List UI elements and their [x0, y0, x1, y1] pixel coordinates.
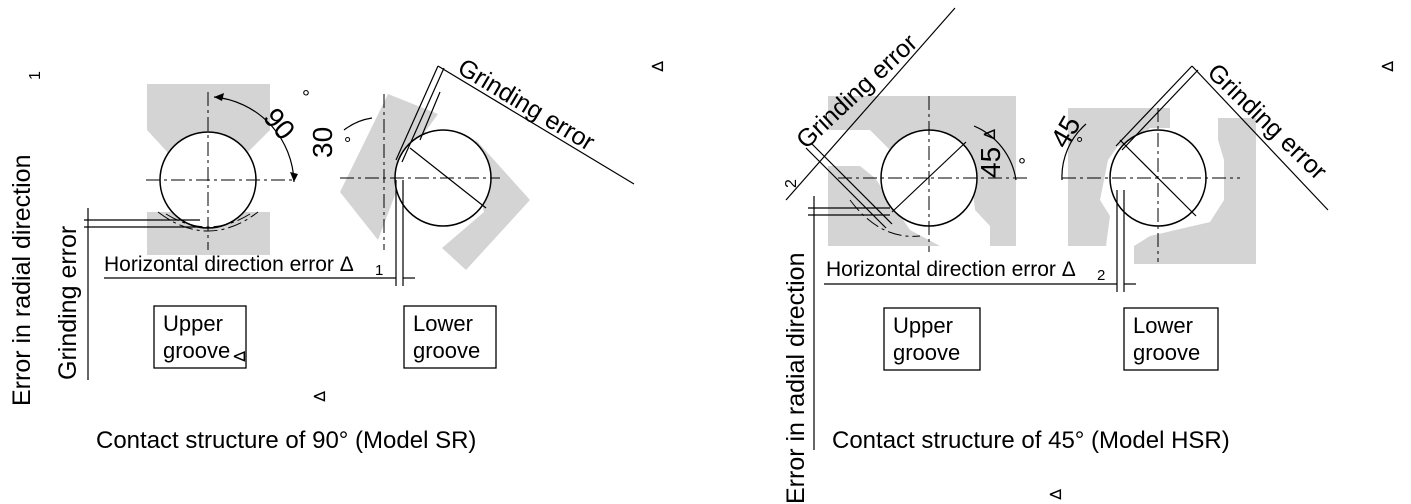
label-horizontal-error-left: Horizontal direction error Δ — [104, 253, 354, 276]
label-radial-error-num-left: 1 — [27, 71, 44, 80]
label-horizontal-error-sub-left: 1 — [375, 262, 383, 279]
grinding-leader-1-left — [395, 65, 439, 161]
label-grinding-error-vertical-left: Grinding error — [54, 226, 82, 380]
caption-right: Contact structure of 45° (Model HSR) — [832, 427, 1230, 454]
label-deg-45a: ° — [1018, 155, 1026, 177]
label-deg-90: ° — [302, 87, 310, 109]
label-radial-error-left: Error in radial direction — [8, 155, 36, 407]
arrow-head-90b — [290, 172, 298, 182]
grinding-leader-1-right — [811, 143, 893, 225]
grinding-error-line-right-right — [1191, 65, 1329, 211]
lower-groove-block-left — [340, 94, 530, 270]
grinding-leader-3-right — [1115, 65, 1193, 147]
upper-groove-box-right — [883, 307, 981, 371]
label-lower-groove-2-right: groove — [1133, 340, 1200, 365]
arc-45a — [973, 125, 1017, 181]
arrow-head-90a — [214, 93, 224, 101]
label-horizontal-error-sub-right: 2 — [1097, 267, 1105, 284]
diag-line-right-lower — [1119, 139, 1197, 217]
label-grinding-error-diag-left: Grinding error — [453, 53, 600, 156]
delta-mark-left-2: ⊲ — [232, 346, 247, 366]
label-radial-error-num-right: 2 — [783, 179, 800, 188]
left-diagram: 90 ° 30 ° Grinding error Horizontal dire… — [8, 53, 665, 454]
delta-mark-right-2: ⊲ — [982, 124, 997, 144]
right-diagram: 45 ° Grinding error 45 ° Grinding error … — [782, 7, 1395, 504]
upper-groove-box-left — [153, 305, 247, 369]
grinding-error-line-right-left — [785, 7, 956, 201]
label-deg-45b: ° — [1076, 134, 1083, 154]
label-lower-groove-2-left: groove — [413, 338, 480, 363]
label-lower-groove-1-right: Lower — [1133, 313, 1193, 338]
caption-left: Contact structure of 90° (Model SR) — [96, 427, 476, 454]
tick-line-left-lower — [419, 91, 441, 141]
upper-groove-block-right — [828, 96, 1016, 246]
delta-mark-right-1: ⊲ — [1380, 56, 1395, 76]
lower-groove-block-right — [1068, 108, 1256, 264]
label-lower-groove-1-left: Lower — [413, 311, 473, 336]
grinding-leader-4-right — [1121, 69, 1199, 151]
diag-line-left-lower — [409, 147, 487, 209]
lower-groove-box-left — [403, 305, 497, 369]
delta-mark-right-3: ⊲ — [1048, 484, 1063, 504]
label-radial-error-right: Error in radial direction — [782, 253, 810, 504]
arc-45b — [1061, 123, 1087, 181]
delta-mark-left-3: ⊲ — [312, 386, 327, 406]
label-angle-30: 30 — [307, 127, 338, 158]
label-upper-groove-2-left: groove — [163, 338, 230, 363]
label-upper-groove-2-right: groove — [893, 340, 960, 365]
label-horizontal-error-right: Horizontal direction error Δ — [826, 258, 1076, 281]
dashed-arc2-left-upper — [165, 213, 251, 228]
diag-line-right-upper — [891, 141, 967, 213]
arc-30 — [343, 117, 373, 131]
label-angle-45a: 45 — [975, 147, 1006, 178]
lower-groove-box-right — [1123, 307, 1219, 371]
grinding-error-line-left — [437, 65, 635, 185]
dashed-arc-left-upper — [157, 211, 259, 232]
grinding-leader-2-left — [401, 67, 445, 163]
label-deg-30: ° — [344, 134, 351, 154]
label-upper-groove-1-right: Upper — [893, 313, 953, 338]
label-upper-groove-1-left: Upper — [163, 311, 223, 336]
delta-mark-left-1: ⊲ — [650, 56, 665, 76]
arc-90 — [213, 96, 295, 183]
